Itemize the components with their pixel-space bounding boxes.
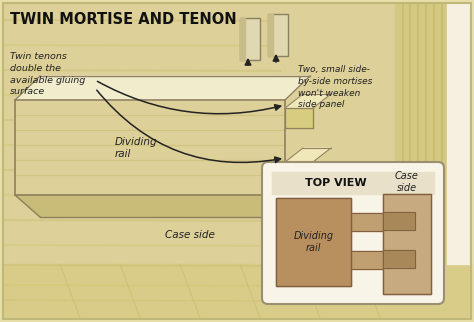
Bar [272,172,434,194]
Bar [395,4,447,264]
Bar [383,212,415,230]
Bar [383,194,431,294]
Bar [276,198,351,286]
Text: Twin tenons
double the
available gluing
surface: Twin tenons double the available gluing … [10,52,85,96]
Bar [4,264,471,318]
Bar [240,18,260,60]
Bar [285,108,313,128]
Bar [351,213,383,231]
Polygon shape [15,76,310,100]
FancyBboxPatch shape [262,162,444,304]
Polygon shape [285,148,331,162]
Bar [351,213,383,231]
Text: Case
side: Case side [395,171,419,193]
Text: Dividing
rail: Dividing rail [115,137,158,159]
Polygon shape [285,94,331,108]
Text: TWIN MORTISE AND TENON: TWIN MORTISE AND TENON [10,12,237,27]
Polygon shape [15,195,310,217]
Bar [268,14,273,56]
Bar [4,4,399,318]
Bar [240,18,245,60]
Bar [285,162,313,182]
Text: Case side: Case side [165,230,215,240]
Bar [447,4,471,264]
Polygon shape [15,100,285,195]
Bar [240,18,260,60]
Bar [351,251,383,269]
Bar [383,250,415,268]
Bar [268,14,288,56]
Text: Two, small side-
by-side mortises
won't weaken
side panel: Two, small side- by-side mortises won't … [298,65,373,109]
Text: TOP VIEW: TOP VIEW [305,178,367,188]
Bar [276,198,351,286]
Text: Dividing
rail: Dividing rail [293,231,334,253]
Bar [351,251,383,269]
Bar [383,194,431,294]
Bar [383,250,415,268]
Bar [268,14,288,56]
Bar [383,212,415,230]
